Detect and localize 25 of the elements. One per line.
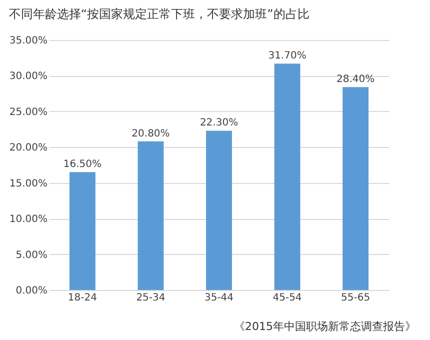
- data-label: 22.30%: [200, 118, 238, 129]
- y-tick-label: 5.00%: [16, 250, 48, 261]
- y-tick-label: 0.00%: [16, 286, 48, 296]
- data-label: 28.40%: [336, 74, 375, 86]
- y-tick-label: 30.00%: [9, 71, 48, 82]
- bar: [206, 130, 232, 290]
- data-label: 16.50%: [63, 159, 102, 170]
- x-tick-label: 25-34: [136, 292, 166, 304]
- data-label: 31.70%: [268, 50, 306, 62]
- x-tick-label: 55-65: [341, 292, 370, 304]
- y-tick-label: 20.00%: [9, 142, 48, 154]
- data-label: 20.80%: [132, 128, 170, 140]
- bar: [274, 64, 300, 290]
- y-tick-label: 35.00%: [9, 36, 48, 46]
- y-tick-label: 25.00%: [9, 106, 48, 118]
- x-tick-label: 45-54: [272, 292, 302, 304]
- x-tick-label: 35-44: [204, 292, 234, 304]
- y-tick-label: 10.00%: [9, 214, 48, 226]
- bar: [138, 141, 164, 290]
- chart-title: 不同年龄选择“按国家规定正常下班，不要求加班”的占比: [8, 7, 310, 21]
- x-tick-label: 18-24: [68, 292, 97, 304]
- bar: [342, 87, 369, 290]
- y-tick-label: 15.00%: [9, 178, 48, 190]
- text: 《2015年中国职场新常态调查报告》: [234, 319, 416, 334]
- bar: [69, 172, 96, 290]
